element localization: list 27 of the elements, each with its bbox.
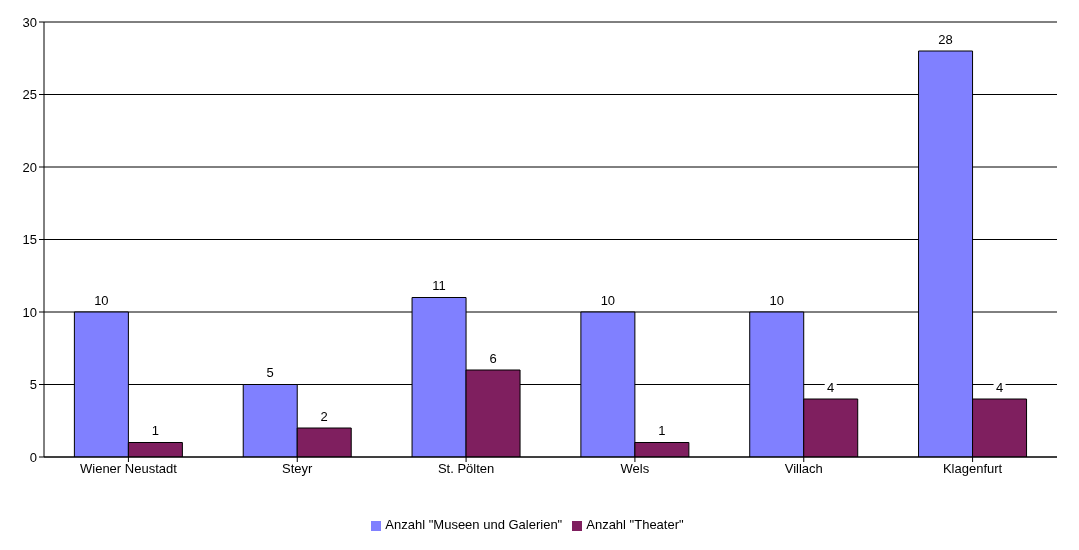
data-label: 1 <box>658 423 666 438</box>
x-tick-label: Klagenfurt <box>942 461 1003 477</box>
x-tick-label: Villach <box>784 461 823 477</box>
data-label: 6 <box>489 350 497 366</box>
y-tick-label: 25 <box>22 87 37 103</box>
x-tick-label: Steyr <box>282 461 314 477</box>
data-label: 2 <box>320 408 328 424</box>
data-label: 28 <box>938 31 953 47</box>
y-tick-label: 10 <box>22 304 37 320</box>
y-tick-label: 15 <box>22 232 37 248</box>
data-label: 1 <box>151 423 160 438</box>
data-label: 5 <box>266 365 274 380</box>
x-tick-label: Wels <box>620 461 650 477</box>
legend-label: Anzahl "Theater" <box>586 517 684 532</box>
data-label: 10 <box>600 292 616 308</box>
y-tick-label: 30 <box>22 14 37 30</box>
legend-label: Anzahl "Museen und Galerien" <box>385 517 563 532</box>
y-tick-label: 20 <box>22 159 37 175</box>
x-tick-label: St. Pölten <box>437 461 495 477</box>
data-label: 10 <box>94 292 109 308</box>
data-label: 4 <box>827 379 835 395</box>
data-label: 10 <box>769 292 784 308</box>
x-tick-label: Wiener Neustadt <box>80 461 178 477</box>
data-label: 11 <box>432 278 446 293</box>
data-label: 4 <box>995 379 1004 395</box>
y-tick-label: 0 <box>29 449 37 465</box>
y-tick-label: 5 <box>29 377 37 393</box>
